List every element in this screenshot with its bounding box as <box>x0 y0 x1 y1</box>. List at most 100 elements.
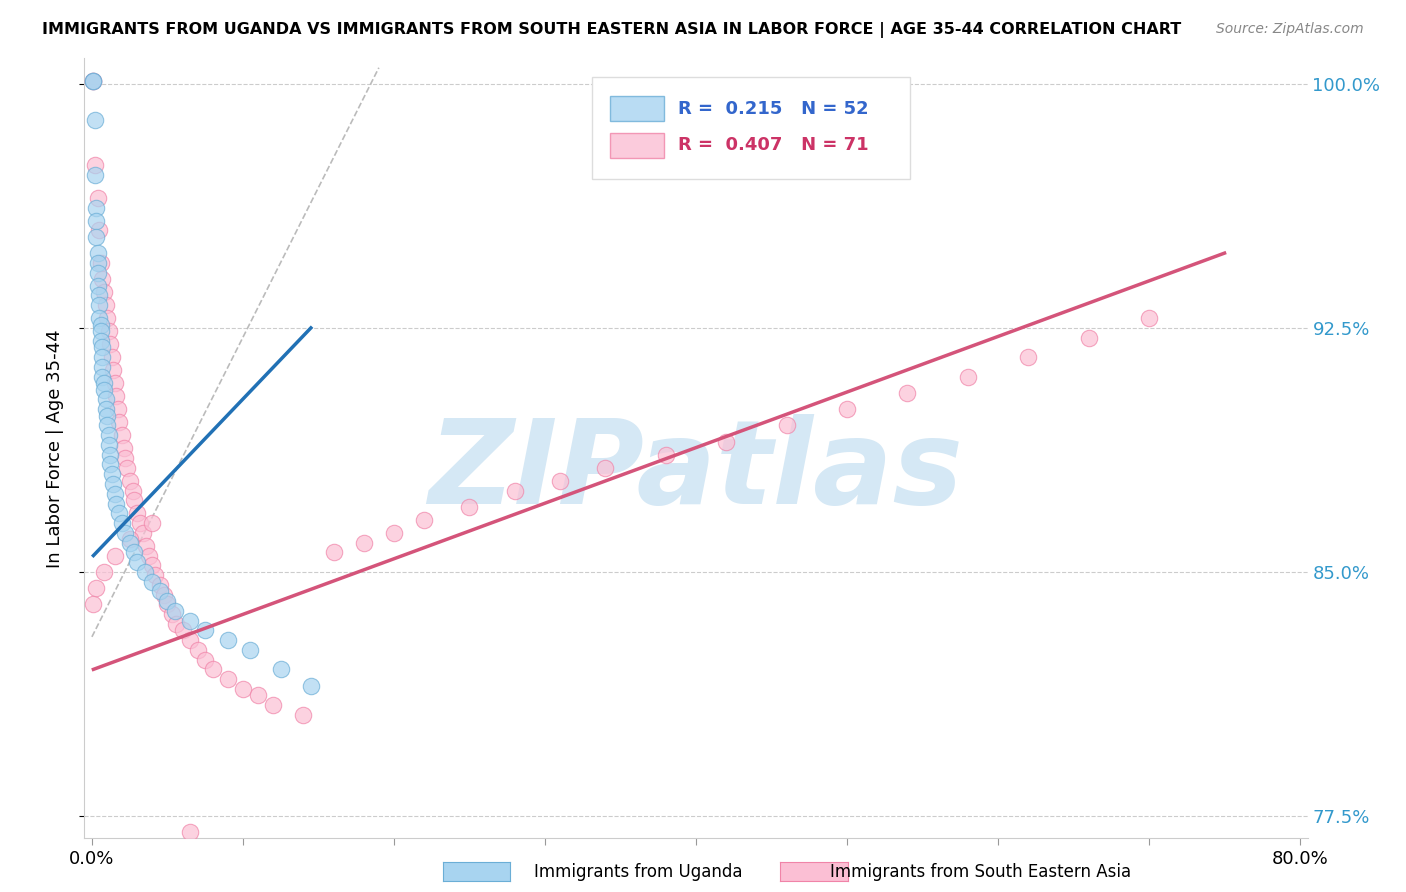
Point <box>141 558 163 573</box>
Point <box>172 624 194 638</box>
Point <box>595 460 617 475</box>
Point <box>94 402 117 417</box>
Point <box>141 516 163 530</box>
Point <box>89 311 111 326</box>
Point <box>87 266 110 280</box>
Point <box>118 533 141 547</box>
Point <box>1137 311 1160 326</box>
Point <box>232 681 254 696</box>
Point <box>322 545 344 559</box>
Text: IMMIGRANTS FROM UGANDA VS IMMIGRANTS FROM SOUTH EASTERN ASIA IN LABOR FORCE | AG: IMMIGRANTS FROM UGANDA VS IMMIGRANTS FRO… <box>42 22 1181 38</box>
Point <box>134 565 156 579</box>
Point <box>93 285 115 300</box>
Point <box>87 278 110 293</box>
Point <box>84 158 107 172</box>
Point <box>98 337 121 351</box>
Point <box>86 230 108 244</box>
Point <box>93 565 115 579</box>
Point <box>97 324 120 338</box>
Point <box>93 376 115 391</box>
Point <box>86 201 108 215</box>
Point <box>217 633 239 648</box>
Point <box>94 298 117 312</box>
Point <box>103 549 125 563</box>
Text: R =  0.407   N = 71: R = 0.407 N = 71 <box>678 136 869 154</box>
Point <box>1077 331 1099 345</box>
Point <box>101 477 124 491</box>
Point <box>835 402 858 417</box>
Point <box>91 359 114 374</box>
Text: Source: ZipAtlas.com: Source: ZipAtlas.com <box>1216 22 1364 37</box>
Point <box>655 448 678 462</box>
Point <box>118 535 141 549</box>
Point <box>270 662 292 676</box>
Point <box>105 389 128 403</box>
Point <box>194 624 217 638</box>
Point <box>132 525 155 540</box>
Point <box>956 369 979 384</box>
Point <box>107 402 129 417</box>
Point <box>121 483 143 498</box>
Point <box>97 428 120 442</box>
Point <box>82 74 104 88</box>
Point <box>143 568 166 582</box>
Point <box>82 74 104 88</box>
Point <box>90 334 112 348</box>
Point <box>413 513 436 527</box>
Point <box>353 535 375 549</box>
Point <box>97 438 120 452</box>
Text: Immigrants from South Eastern Asia: Immigrants from South Eastern Asia <box>830 863 1130 881</box>
Point <box>714 434 737 449</box>
Point <box>1017 350 1039 364</box>
Point <box>548 474 571 488</box>
Point <box>100 467 122 482</box>
Point <box>90 324 112 338</box>
Point <box>163 604 186 618</box>
Point <box>141 574 163 589</box>
Y-axis label: In Labor Force | Age 35-44: In Labor Force | Age 35-44 <box>45 329 63 567</box>
Point <box>100 350 122 364</box>
Point <box>105 496 128 510</box>
Point <box>114 450 136 465</box>
Point <box>115 460 138 475</box>
Point <box>114 525 136 540</box>
Point <box>84 112 107 127</box>
Point <box>503 483 526 498</box>
Point <box>149 584 172 599</box>
FancyBboxPatch shape <box>592 78 910 179</box>
Point <box>96 409 118 423</box>
Point <box>96 418 118 433</box>
Point <box>91 272 114 286</box>
Text: Immigrants from Uganda: Immigrants from Uganda <box>534 863 742 881</box>
Point <box>89 288 111 302</box>
Point <box>201 662 224 676</box>
Point <box>103 376 125 391</box>
Point <box>91 369 114 384</box>
Point <box>98 458 121 472</box>
Point <box>179 614 201 628</box>
Point <box>82 598 104 612</box>
Point <box>87 191 110 205</box>
Point <box>299 679 322 693</box>
Point <box>179 825 201 839</box>
Point <box>239 643 262 657</box>
Point <box>187 643 209 657</box>
Point <box>179 633 201 648</box>
Point <box>122 545 145 559</box>
Point <box>87 256 110 270</box>
FancyBboxPatch shape <box>610 133 664 158</box>
Point <box>166 616 188 631</box>
Point <box>108 415 131 429</box>
Point <box>90 256 112 270</box>
Point <box>90 318 112 332</box>
Point <box>247 689 270 703</box>
Point <box>98 448 121 462</box>
Point <box>101 363 124 377</box>
Point <box>458 500 481 514</box>
Point <box>96 311 118 326</box>
Text: R =  0.215   N = 52: R = 0.215 N = 52 <box>678 100 869 118</box>
Point <box>89 223 111 237</box>
Point <box>82 74 104 88</box>
Point <box>94 392 117 407</box>
Point <box>111 516 134 530</box>
